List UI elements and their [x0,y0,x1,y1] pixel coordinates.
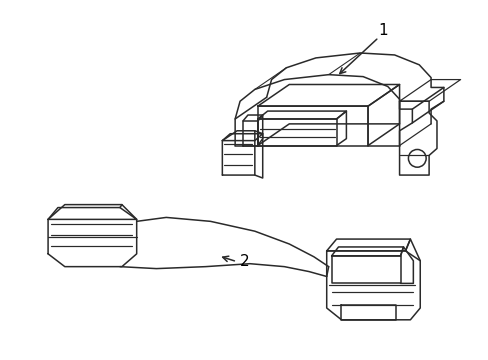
Text: 1: 1 [377,23,387,38]
Text: 2: 2 [240,254,249,269]
